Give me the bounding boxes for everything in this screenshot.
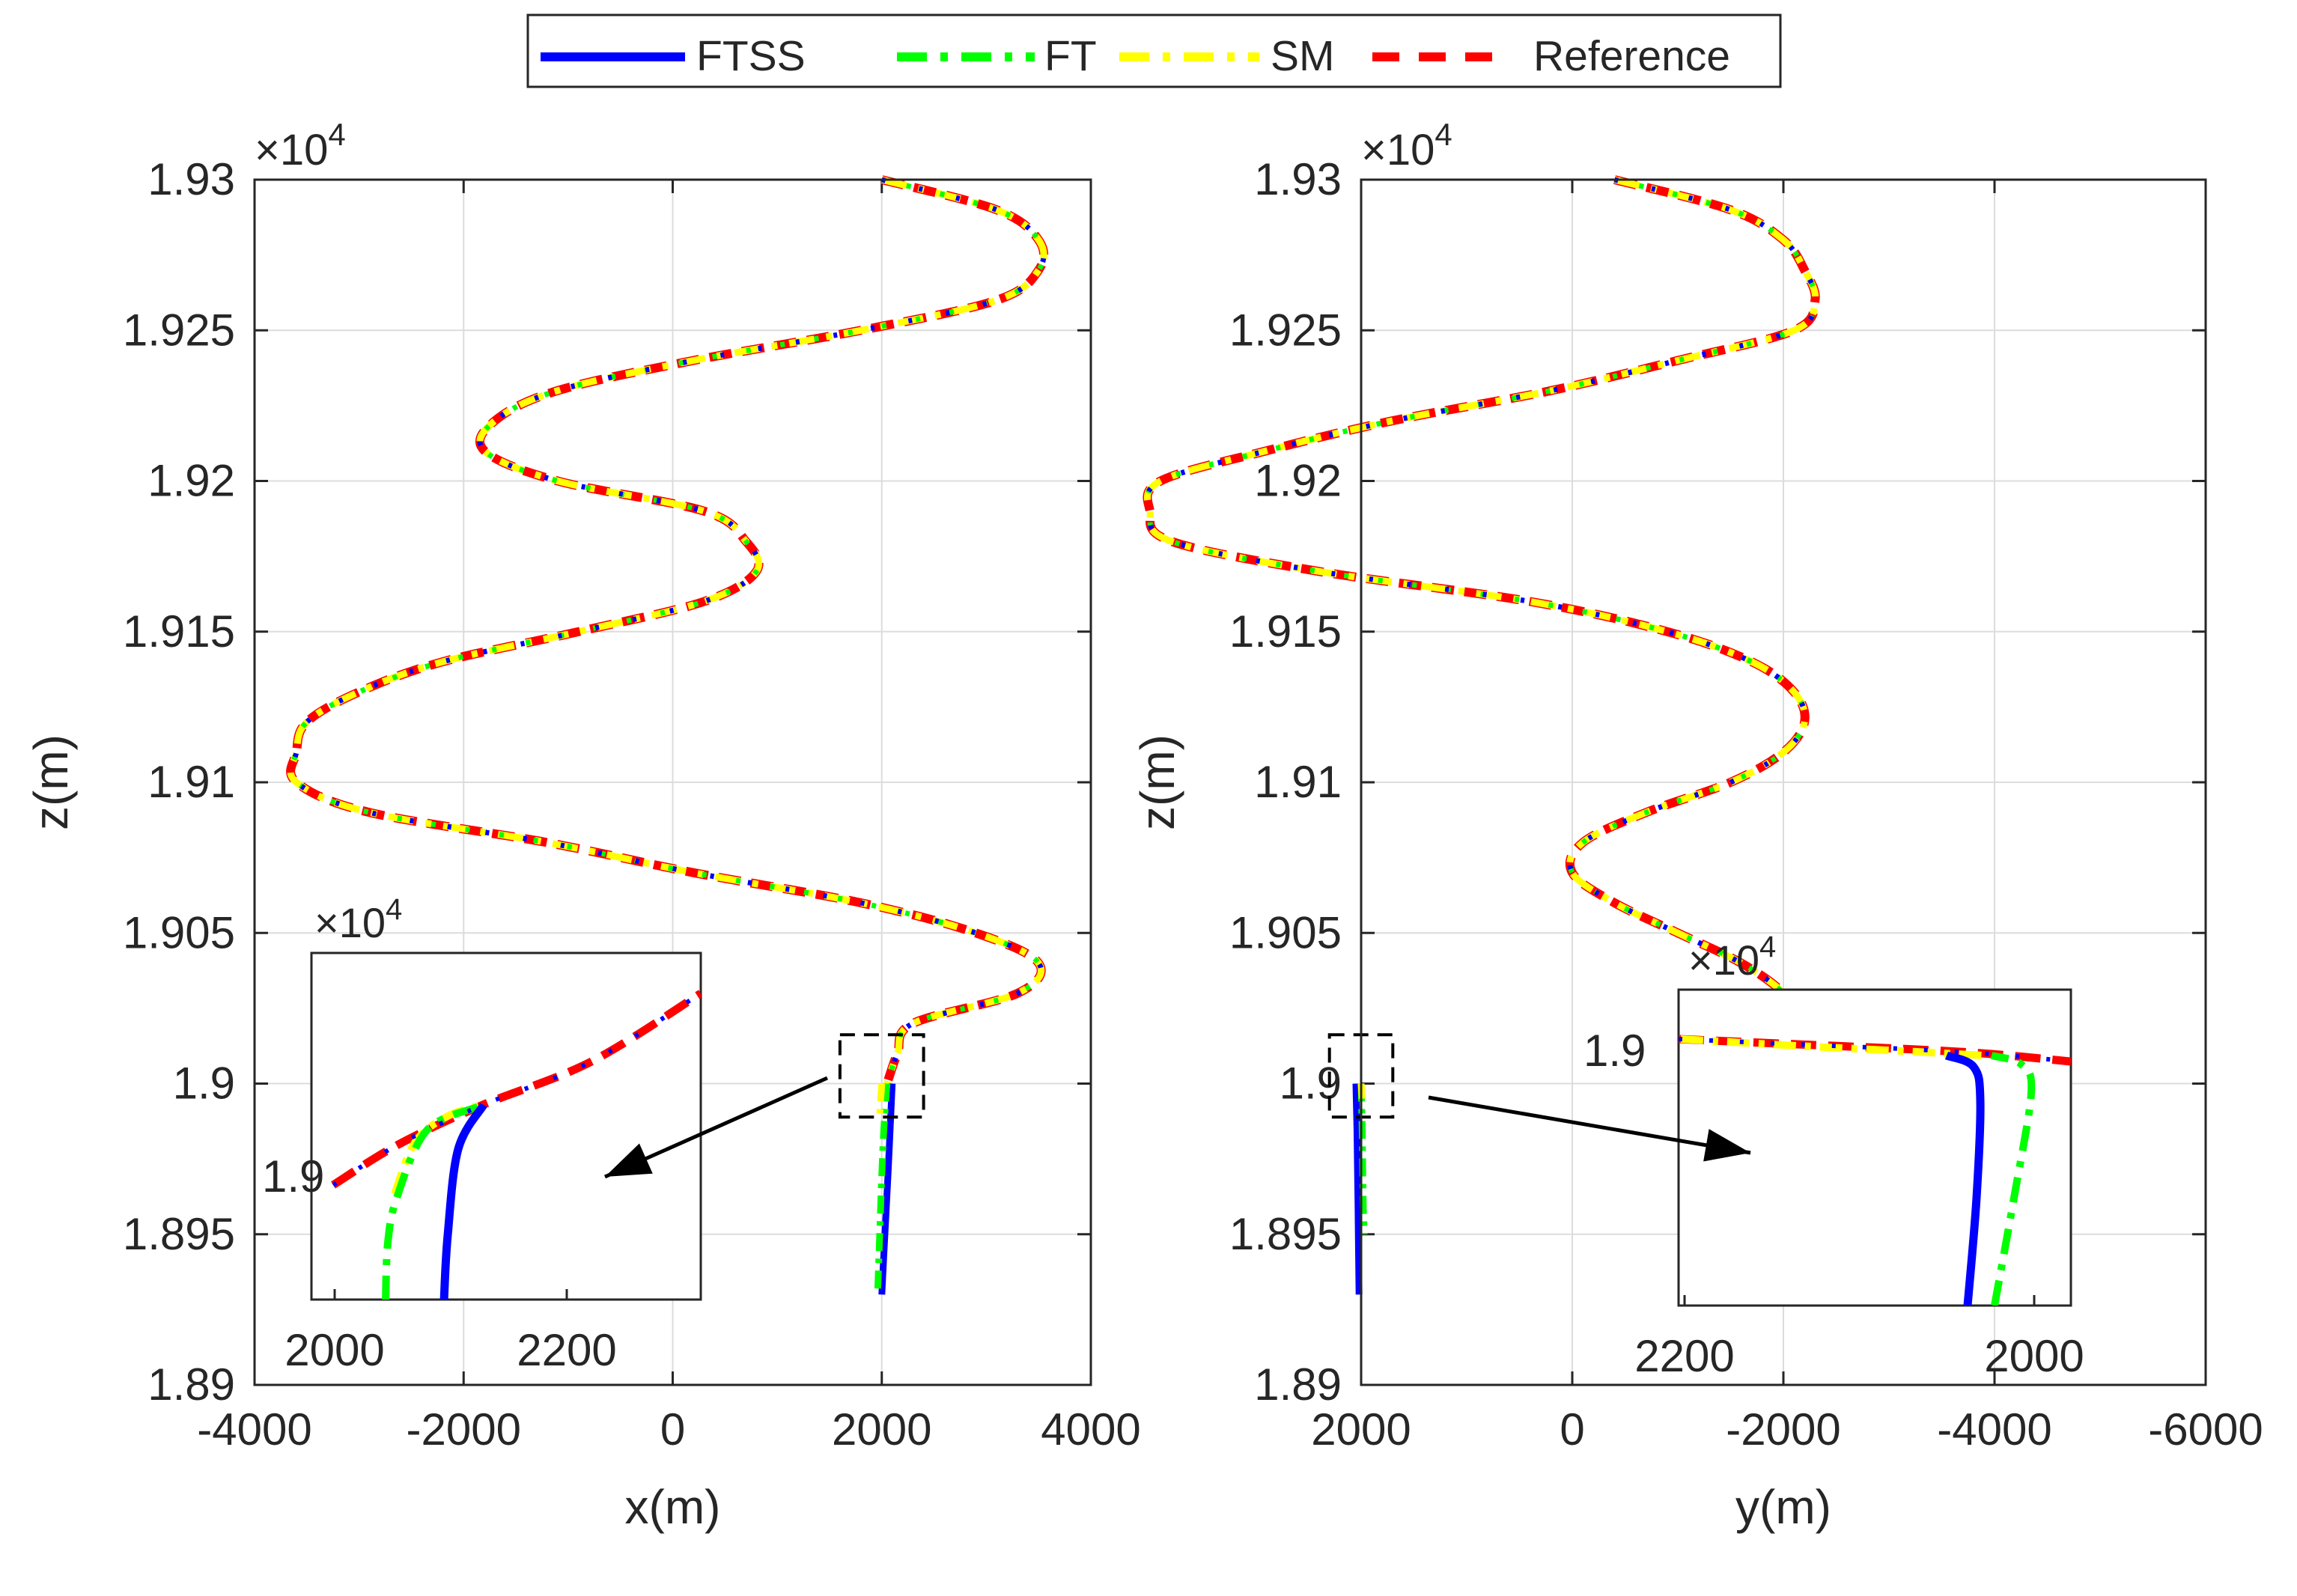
inset-exponent: ×104 [1688, 931, 1776, 984]
y-tick-label: 1.93 [1254, 154, 1342, 204]
inset-exponent-power: 4 [1759, 931, 1776, 963]
reference-series-line [286, 175, 1049, 1085]
inset-curves [331, 990, 701, 1300]
inset-exponent-power: 4 [386, 893, 402, 926]
y-tick-label: 1.915 [123, 606, 235, 657]
inset-exponent-base: ×10 [1688, 936, 1759, 984]
y-tick-label: 1.915 [1229, 606, 1342, 657]
ftss-initial-segment [1352, 1083, 1363, 1295]
x-tick-label: 4000 [1041, 1404, 1140, 1455]
y-tick-label: 1.91 [1254, 757, 1342, 807]
axes-frame [253, 178, 1092, 1386]
legend-sm-label: SM [1271, 32, 1335, 80]
x-tick-label: -4000 [197, 1404, 311, 1455]
x-z-panel: -4000 -2000 0 2000 40001.891.8951.91.9051.91… [24, 117, 1141, 1534]
inset-x-tick-label: 2200 [517, 1325, 616, 1375]
ft-initial-segment [1357, 1083, 1368, 1234]
y-tick-label: 1.905 [123, 907, 235, 957]
x-tick-label: -2000 [1726, 1404, 1840, 1455]
y-tick-label: 1.9 [1280, 1059, 1342, 1109]
y-tick-label: 1.89 [147, 1359, 235, 1410]
inset-y-tick-label: 1.9 [1583, 1026, 1646, 1076]
inset-x-tick-label: 2000 [285, 1325, 384, 1375]
inset-ft-line [382, 1103, 481, 1300]
x-tick-label: 0 [1560, 1404, 1584, 1455]
y-tick-label: 1.91 [147, 757, 235, 807]
y-tick-label: 1.89 [1254, 1359, 1342, 1410]
inset-ftss-line [439, 1103, 487, 1300]
zoom-arrow-head [1703, 1129, 1750, 1162]
ftss-series-line [1145, 177, 1819, 1085]
x-tick-label: -2000 [407, 1404, 521, 1455]
zoom-arrow-head [605, 1143, 653, 1177]
y-exponent-base: ×10 [255, 126, 328, 174]
y-exponent-power: 4 [328, 117, 345, 152]
y-tick-label: 1.895 [1229, 1209, 1342, 1259]
x-axis-label: y(m) [1735, 1480, 1831, 1534]
y-axis-label: z(m) [24, 734, 78, 830]
y-tick-label: 1.925 [123, 305, 235, 355]
zoom-box [838, 1033, 925, 1119]
y-z-panel: 2000 0 -2000 -4000 -6000 1.89 1.895 1.9 1.905 1.9… [1131, 117, 2263, 1534]
inset-ftss-line [1944, 1051, 1985, 1306]
inset-x-tick-label: 2200 [1634, 1331, 1734, 1381]
y-exponent-base: ×10 [1361, 126, 1435, 174]
inset-y-tick-label: 1.9 [262, 1151, 324, 1201]
legend: FTSS FT SM Reference [526, 13, 1782, 88]
y-tick-label: 1.895 [123, 1209, 235, 1259]
x-tick-label: 2000 [832, 1404, 931, 1455]
zoom-inset: 2200 2000 1.9 ×104 [1583, 931, 2084, 1381]
inset-x-tick-label: 2000 [1984, 1331, 2084, 1381]
legend-ft-label: FT [1044, 32, 1097, 80]
y-tick-label: 1.905 [1229, 907, 1342, 957]
zoom-arrow-line [1428, 1095, 1751, 1155]
y-axis-label: z(m) [1131, 734, 1184, 830]
axes-frame [1360, 178, 2207, 1386]
y-tick-label: 1.9 [173, 1059, 235, 1109]
legend-ftss-label: FTSS [696, 32, 806, 80]
y-exponent: ×104 [255, 117, 346, 174]
x-tick-label: -6000 [2148, 1404, 2263, 1455]
inset-exponent: ×104 [314, 893, 402, 946]
x-axis-label: x(m) [625, 1480, 721, 1534]
inset-exponent-base: ×10 [314, 899, 386, 946]
legend-reference-label: Reference [1533, 32, 1730, 80]
y-tick-label: 1.93 [147, 154, 235, 204]
y-tick-label: 1.92 [1254, 456, 1342, 506]
inset-curves [1679, 1035, 2071, 1306]
inset-frame [310, 951, 702, 1301]
x-tick-label: -4000 [1937, 1404, 2051, 1455]
y-exponent-power: 4 [1435, 117, 1452, 152]
sm-initial-segment [876, 1083, 886, 1115]
x-tick-label: 0 [660, 1404, 685, 1455]
inset-ft-line [1990, 1052, 2036, 1306]
y-exponent: ×104 [1361, 117, 1452, 174]
y-tick-label: 1.92 [147, 456, 235, 506]
inset-reference-line [1679, 1035, 2071, 1066]
y-tick-label: 1.925 [1229, 305, 1342, 355]
x-tick-label: 2000 [1311, 1404, 1411, 1455]
inset-ftss-overlay [332, 991, 701, 1187]
zoom-inset: 2000 2200 1.9 ×104 [262, 893, 702, 1375]
ft-initial-segment [874, 1083, 891, 1295]
